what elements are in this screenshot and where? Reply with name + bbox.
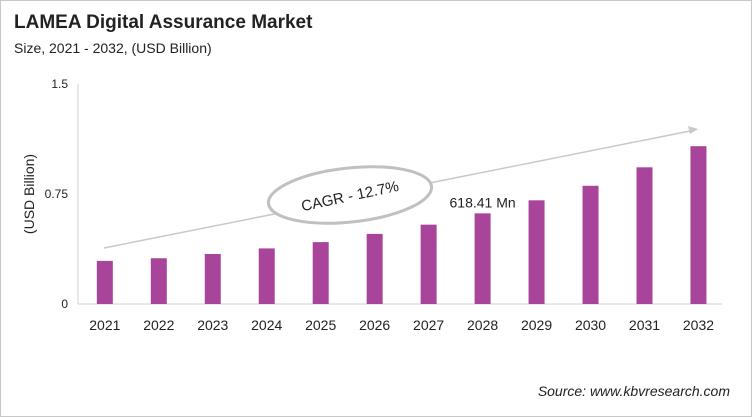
source-text: Source: www.kbvresearch.com — [537, 383, 730, 399]
bar-2024 — [258, 248, 275, 304]
x-tick-label: 2027 — [413, 317, 444, 333]
x-tick-label: 2022 — [143, 317, 174, 333]
data-label: 618.41 Mn — [450, 194, 516, 210]
x-tick-label: 2025 — [305, 317, 336, 333]
x-tick-label: 2032 — [683, 317, 714, 333]
y-tick-label: 0.75 — [45, 187, 69, 201]
bar-2028 — [474, 213, 491, 304]
x-tick-label: 2023 — [197, 317, 228, 333]
bar-2022 — [150, 258, 167, 304]
bar-2023 — [204, 253, 221, 304]
bar-2029 — [528, 200, 545, 304]
chart-subtitle: Size, 2021 - 2032, (USD Billion) — [14, 40, 212, 56]
bar-2027 — [420, 224, 437, 304]
bar-2026 — [366, 233, 383, 304]
bar-2031 — [636, 167, 653, 304]
y-axis-label: (USD Billion) — [21, 154, 37, 234]
arrow-head-icon — [688, 126, 698, 134]
bar-2021 — [96, 260, 113, 304]
y-tick-label: 1.5 — [51, 77, 68, 91]
bar-2025 — [312, 242, 329, 304]
chart-title: LAMEA Digital Assurance Market — [14, 12, 313, 33]
bar-2030 — [582, 185, 599, 304]
x-tick-label: 2021 — [89, 317, 120, 333]
bar-2032 — [690, 146, 707, 304]
x-tick-label: 2024 — [251, 317, 282, 333]
x-tick-label: 2028 — [467, 317, 498, 333]
y-tick-label: 0 — [61, 297, 68, 311]
x-tick-label: 2030 — [575, 317, 606, 333]
x-tick-label: 2026 — [359, 317, 390, 333]
x-tick-label: 2031 — [629, 317, 660, 333]
x-tick-label: 2029 — [521, 317, 552, 333]
cagr-ellipse — [266, 165, 434, 225]
